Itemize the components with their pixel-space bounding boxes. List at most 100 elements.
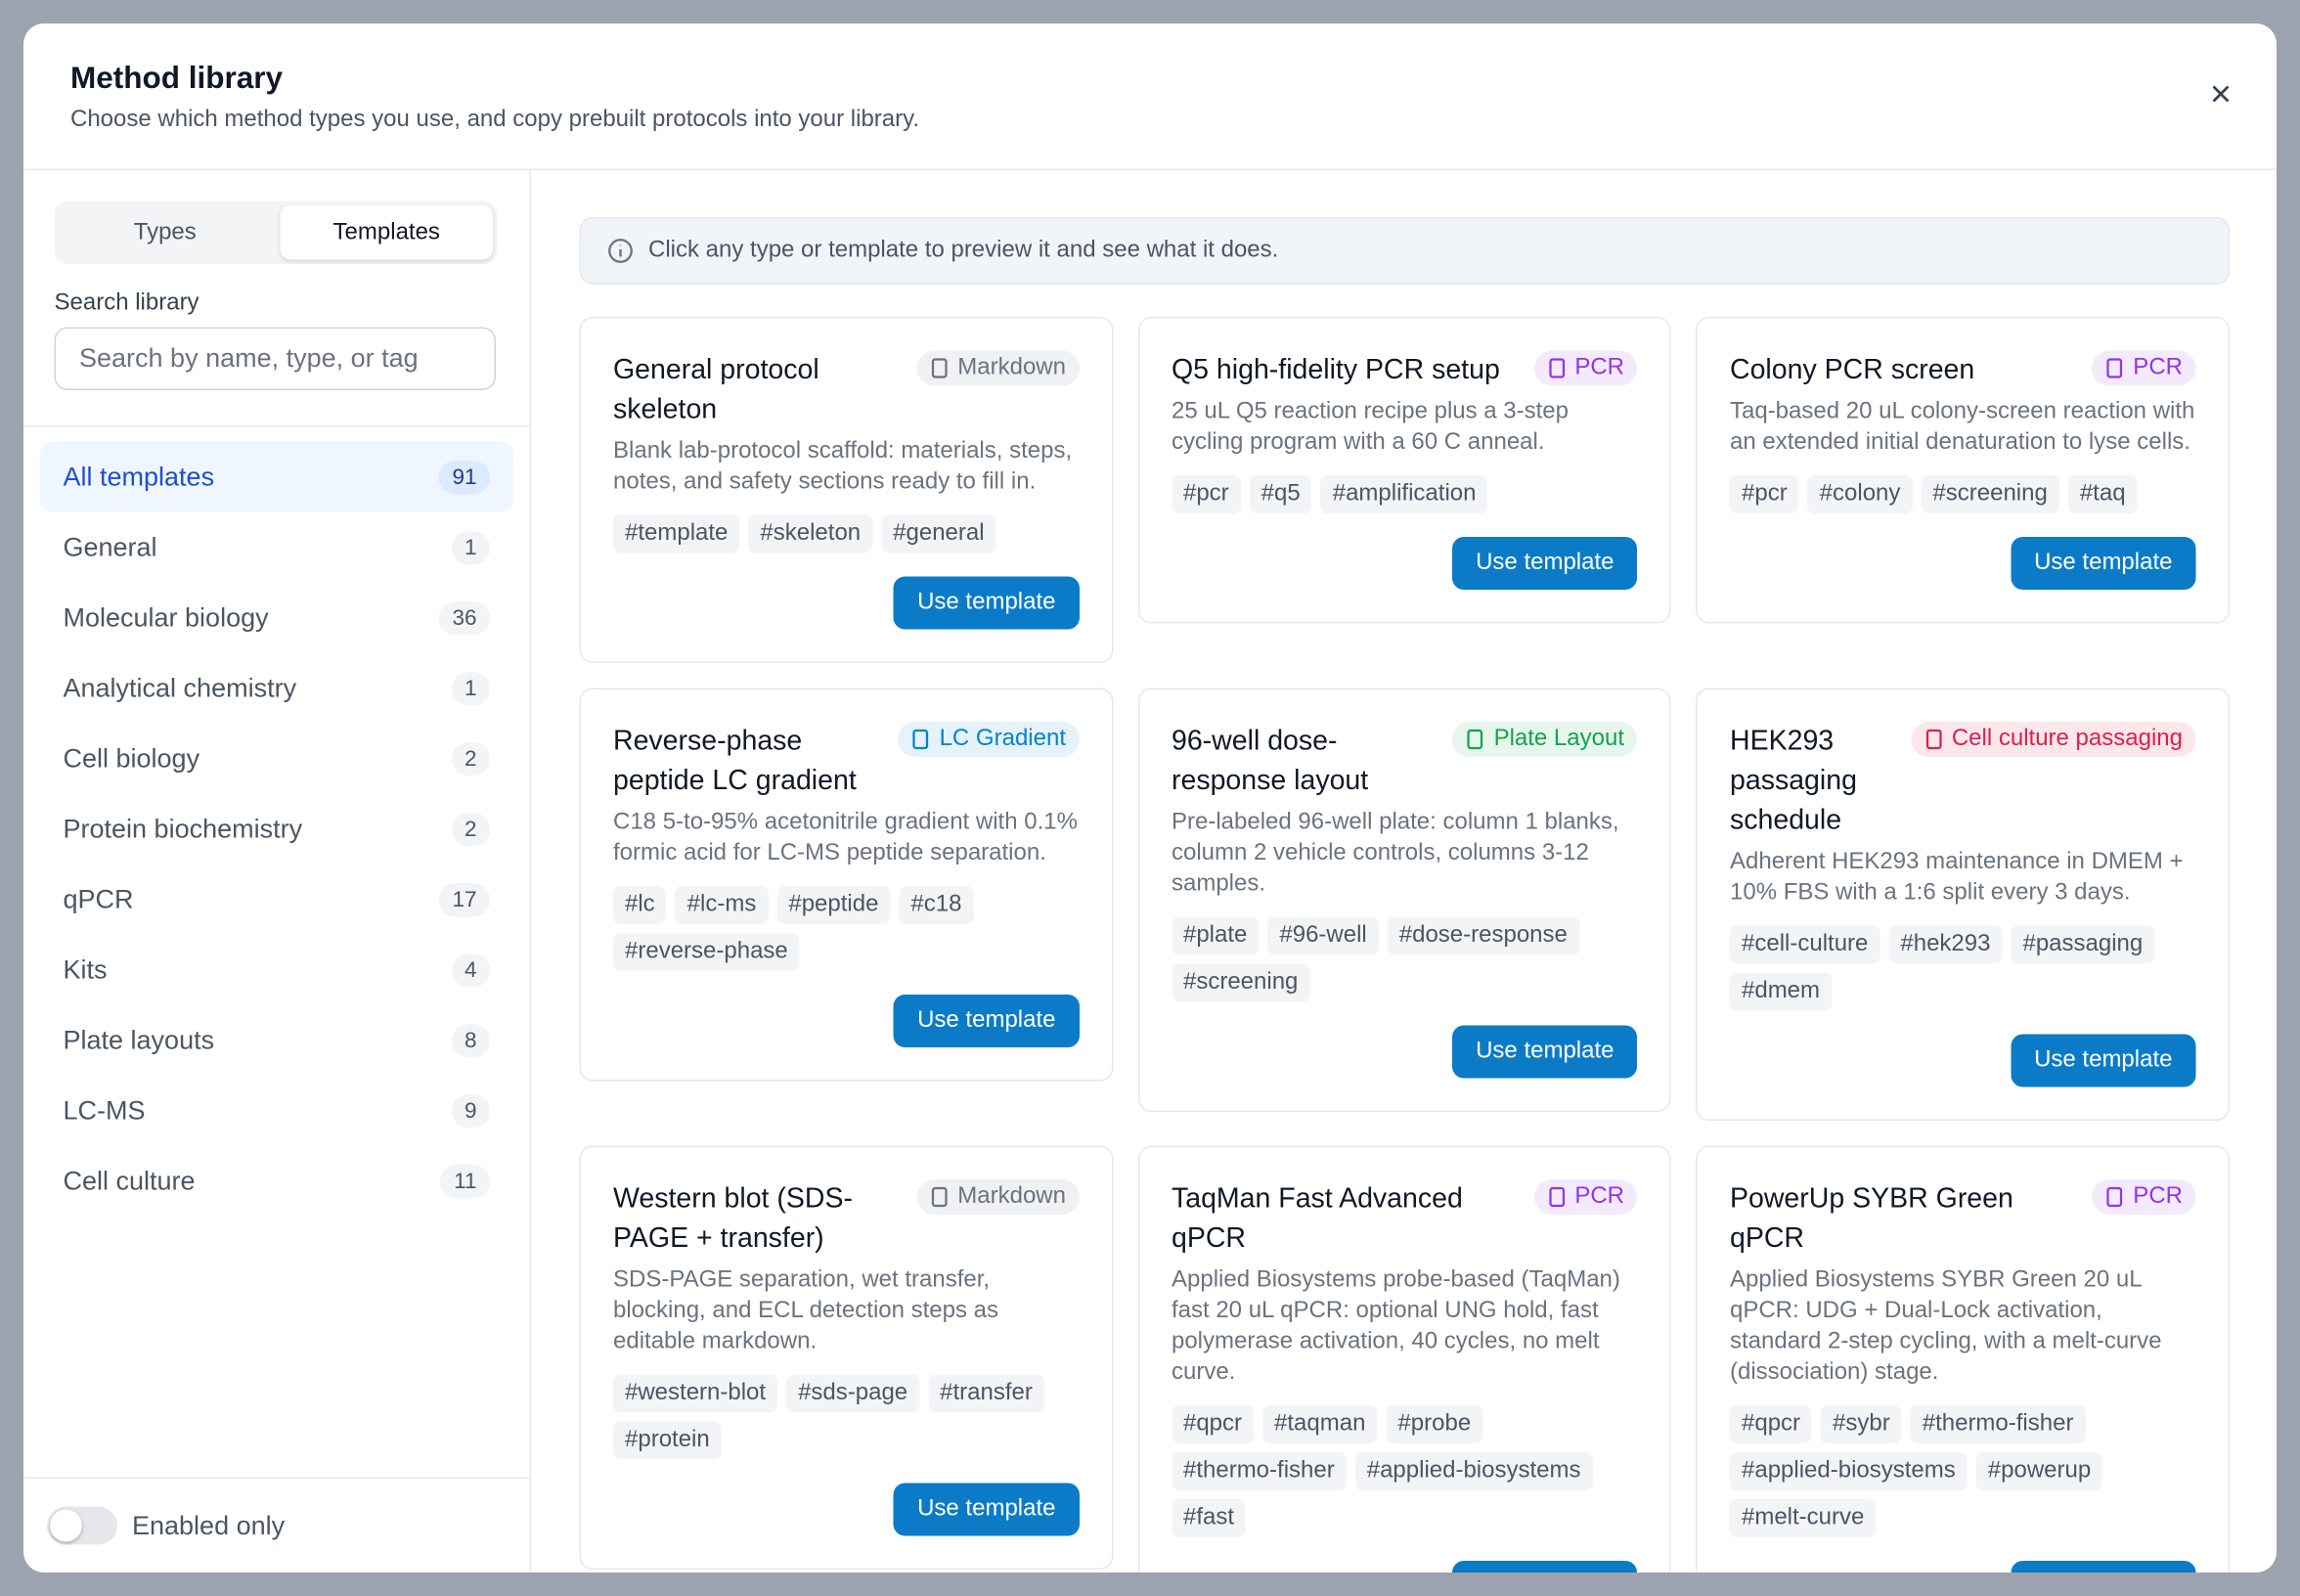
tag: #transfer <box>928 1374 1044 1413</box>
tag: #amplification <box>1320 475 1488 513</box>
sidebar: Types Templates Search library Search by … <box>23 170 531 1573</box>
category-item[interactable]: Protein biochemistry 2 <box>40 794 514 864</box>
use-template-button[interactable]: Use template <box>894 995 1080 1047</box>
button-row: Use template <box>613 576 1080 630</box>
close-button[interactable] <box>2209 82 2233 106</box>
category-item[interactable]: Cell culture 11 <box>40 1146 514 1217</box>
category-item[interactable]: Kits 4 <box>40 935 514 1005</box>
badge-label: Plate Layout <box>1493 726 1624 752</box>
use-template-button[interactable]: Use template <box>894 1483 1080 1536</box>
category-name: Plate layouts <box>63 1024 215 1054</box>
template-card[interactable]: PowerUp SYBR Green qPCR PCR Applied Biosys… <box>1696 1145 2230 1573</box>
category-count: 8 <box>451 1023 490 1057</box>
type-badge: Markdown <box>916 1179 1080 1215</box>
category-item[interactable]: Molecular biology 36 <box>40 583 514 653</box>
category-count: 9 <box>451 1093 490 1128</box>
tag: #lc <box>613 886 667 924</box>
card-title: HEK293 passaging schedule <box>1729 726 1857 837</box>
tag: #pcr <box>1171 475 1241 513</box>
template-card[interactable]: Western blot (SDS-PAGE + transfer) Markdo… <box>579 1145 1113 1570</box>
type-badge: PCR <box>2092 350 2196 386</box>
tag: #taqman <box>1262 1405 1378 1443</box>
category-name: General <box>63 531 157 561</box>
tag: #protein <box>613 1421 722 1460</box>
tab[interactable]: Templates <box>280 205 493 260</box>
button-row: Use template <box>613 1483 1080 1536</box>
tag: #lc-ms <box>675 886 769 924</box>
card-description: Pre-labeled 96-well plate: column 1 blan… <box>1171 810 1619 897</box>
type-badge: Markdown <box>916 350 1080 386</box>
use-template-button[interactable]: Use template <box>2011 537 2196 590</box>
card-description: SDS-PAGE separation, wet transfer, block… <box>613 1267 999 1354</box>
template-card[interactable]: 96-well dose-response layout Plate Layout… <box>1137 687 1671 1112</box>
use-template-button[interactable]: Use template <box>1452 537 1638 590</box>
template-card[interactable]: Reverse-phase peptide LC gradient LC Grad… <box>579 687 1113 1082</box>
category-name: Analytical chemistry <box>63 672 297 702</box>
category-count: 91 <box>438 460 490 494</box>
card-description: Applied Biosystems probe-based (TaqMan) … <box>1171 1267 1620 1385</box>
tab[interactable]: Types <box>133 219 197 244</box>
template-card[interactable]: HEK293 passaging schedule Cell culture pa… <box>1696 687 2230 1121</box>
badge-label: Markdown <box>957 355 1066 380</box>
card-description: Applied Biosystems SYBR Green 20 uL qPCR… <box>1729 1267 2162 1385</box>
use-template-button[interactable]: Use template <box>2011 1034 2196 1087</box>
info-banner: Click any type or template to preview it… <box>579 217 2230 285</box>
category-item[interactable]: Analytical chemistry 1 <box>40 653 514 724</box>
info-icon <box>608 239 633 263</box>
tag: #pcr <box>1729 475 1799 513</box>
card-header: Q5 high-fidelity PCR setup PCR <box>1172 350 1638 391</box>
category-item[interactable]: LC-MS 9 <box>40 1076 514 1146</box>
tag-list: #template #skeleton #general <box>613 514 1079 554</box>
badge-icon <box>1925 729 1941 750</box>
tag: #dmem <box>1729 972 1833 1011</box>
card-header: Colony PCR screen PCR <box>1730 350 2196 391</box>
card-description: C18 5-to-95% acetonitrile gradient with … <box>613 810 1078 865</box>
template-card[interactable]: Q5 high-fidelity PCR setup PCR 25 uL Q5 re… <box>1137 317 1671 624</box>
badge-icon <box>1548 1186 1565 1208</box>
toggle[interactable] <box>47 1506 117 1545</box>
category-name: Protein biochemistry <box>63 813 303 843</box>
tag: #applied-biosystems <box>1729 1452 1968 1490</box>
category-item[interactable]: All templates 91 <box>39 441 513 512</box>
template-card[interactable]: General protocol skeleton Markdown Blank l… <box>579 317 1113 663</box>
type-badge: PCR <box>2092 1179 2196 1215</box>
category-count: 36 <box>438 600 490 635</box>
tag-list: #plate #96-well #dose-response #screening <box>1171 916 1638 1002</box>
divider <box>23 425 530 427</box>
subtitle: Choose which method types you use, and c… <box>70 107 920 133</box>
category-item[interactable]: General 1 <box>40 512 514 583</box>
category-count: 2 <box>451 812 490 846</box>
template-card[interactable]: TaqMan Fast Advanced qPCR PCR Applied Bios… <box>1137 1145 1671 1573</box>
button-row: Use template <box>1730 1561 2196 1573</box>
toggle-label: Enabled only <box>132 1510 286 1540</box>
card-header: PowerUp SYBR Green qPCR PCR <box>1730 1179 2196 1259</box>
button-row: Use template <box>1172 537 1638 590</box>
tag: #taq <box>2067 475 2138 513</box>
category-count: 2 <box>451 741 490 776</box>
use-template-button[interactable]: Use template <box>2011 1561 2196 1573</box>
search-input[interactable]: Search by name, type, or tag <box>54 327 496 390</box>
card-header: General protocol skeleton Markdown <box>613 350 1080 430</box>
tag-list: #pcr #colony #screening #taq <box>1729 475 2195 513</box>
card-title: General protocol skeleton <box>613 355 819 425</box>
category-list: All templates 91 General 1 Molecular biology… <box>39 441 514 1217</box>
category-item[interactable]: Cell biology 2 <box>40 724 514 794</box>
button-row: Use template <box>613 995 1080 1047</box>
template-card[interactable]: Colony PCR screen PCR Taq-based 20 uL colo… <box>1696 317 2230 624</box>
modal-header: Method library Choose which method types… <box>23 23 2277 170</box>
badge-label: Markdown <box>957 1183 1066 1210</box>
tag-list: #lc #lc-ms #peptide #c18 #reverse-phase <box>613 886 1079 971</box>
tag: #colony <box>1807 475 1913 513</box>
card-header: Reverse-phase peptide LC gradient LC Grad… <box>613 722 1080 801</box>
tag: #template <box>613 514 740 554</box>
category-item[interactable]: qPCR 17 <box>40 864 514 935</box>
use-template-button[interactable]: Use template <box>1452 1561 1638 1573</box>
badge-label: PCR <box>2133 355 2183 380</box>
info-text: Click any type or template to preview it… <box>648 238 1279 263</box>
tag: #cell-culture <box>1729 925 1880 964</box>
tag: #reverse-phase <box>613 933 800 971</box>
use-template-button[interactable]: Use template <box>1452 1025 1638 1079</box>
category-item[interactable]: Plate layouts 8 <box>40 1005 514 1076</box>
use-template-button[interactable]: Use template <box>894 576 1080 630</box>
